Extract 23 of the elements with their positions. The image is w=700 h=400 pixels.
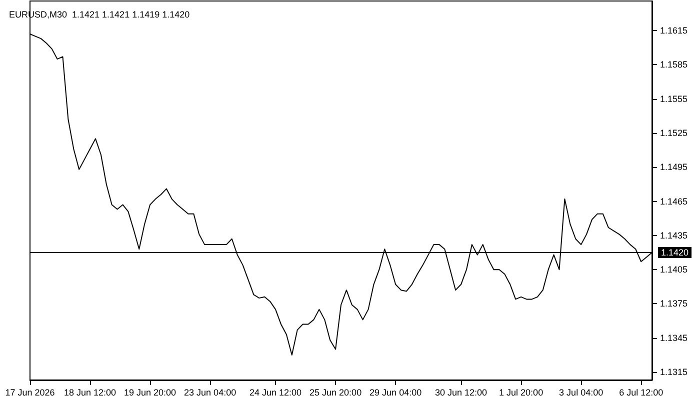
x-tick-label: 25 Jun 20:00 xyxy=(310,388,362,398)
y-tick-label: 1.1615 xyxy=(660,26,688,36)
y-tick-label: 1.1495 xyxy=(660,162,688,172)
x-tick-label: 18 Jun 12:00 xyxy=(64,388,116,398)
x-tick-label: 29 Jun 04:00 xyxy=(370,388,422,398)
y-tick-label: 1.1315 xyxy=(660,367,688,378)
x-tick-label: 30 Jun 12:00 xyxy=(435,388,488,398)
x-tick-label: 6 Jul 12:00 xyxy=(619,388,664,398)
y-tick-label: 1.1375 xyxy=(660,298,688,309)
y-tick-label: 1.1525 xyxy=(660,128,688,138)
y-tick-label: 1.1345 xyxy=(660,332,688,343)
x-tick-label: 19 Jun 20:00 xyxy=(124,388,176,398)
y-tick-label: 1.1555 xyxy=(660,94,688,104)
y-tick-label: 1.1435 xyxy=(660,230,688,240)
x-tick-label: 23 Jun 04:00 xyxy=(184,388,236,398)
ref-line-label: 1.1420 xyxy=(661,248,689,258)
x-tick-label: 24 Jun 12:00 xyxy=(250,388,302,398)
y-tick-label: 1.1585 xyxy=(660,60,688,70)
y-tick-label: 1.1405 xyxy=(660,264,688,275)
y-tick-label: 1.1465 xyxy=(660,196,688,206)
x-tick-label: 17 Jun 2026 xyxy=(5,388,55,398)
x-tick-label: 1 Jul 20:00 xyxy=(499,388,544,398)
x-tick-label: 3 Jul 04:00 xyxy=(559,388,604,398)
